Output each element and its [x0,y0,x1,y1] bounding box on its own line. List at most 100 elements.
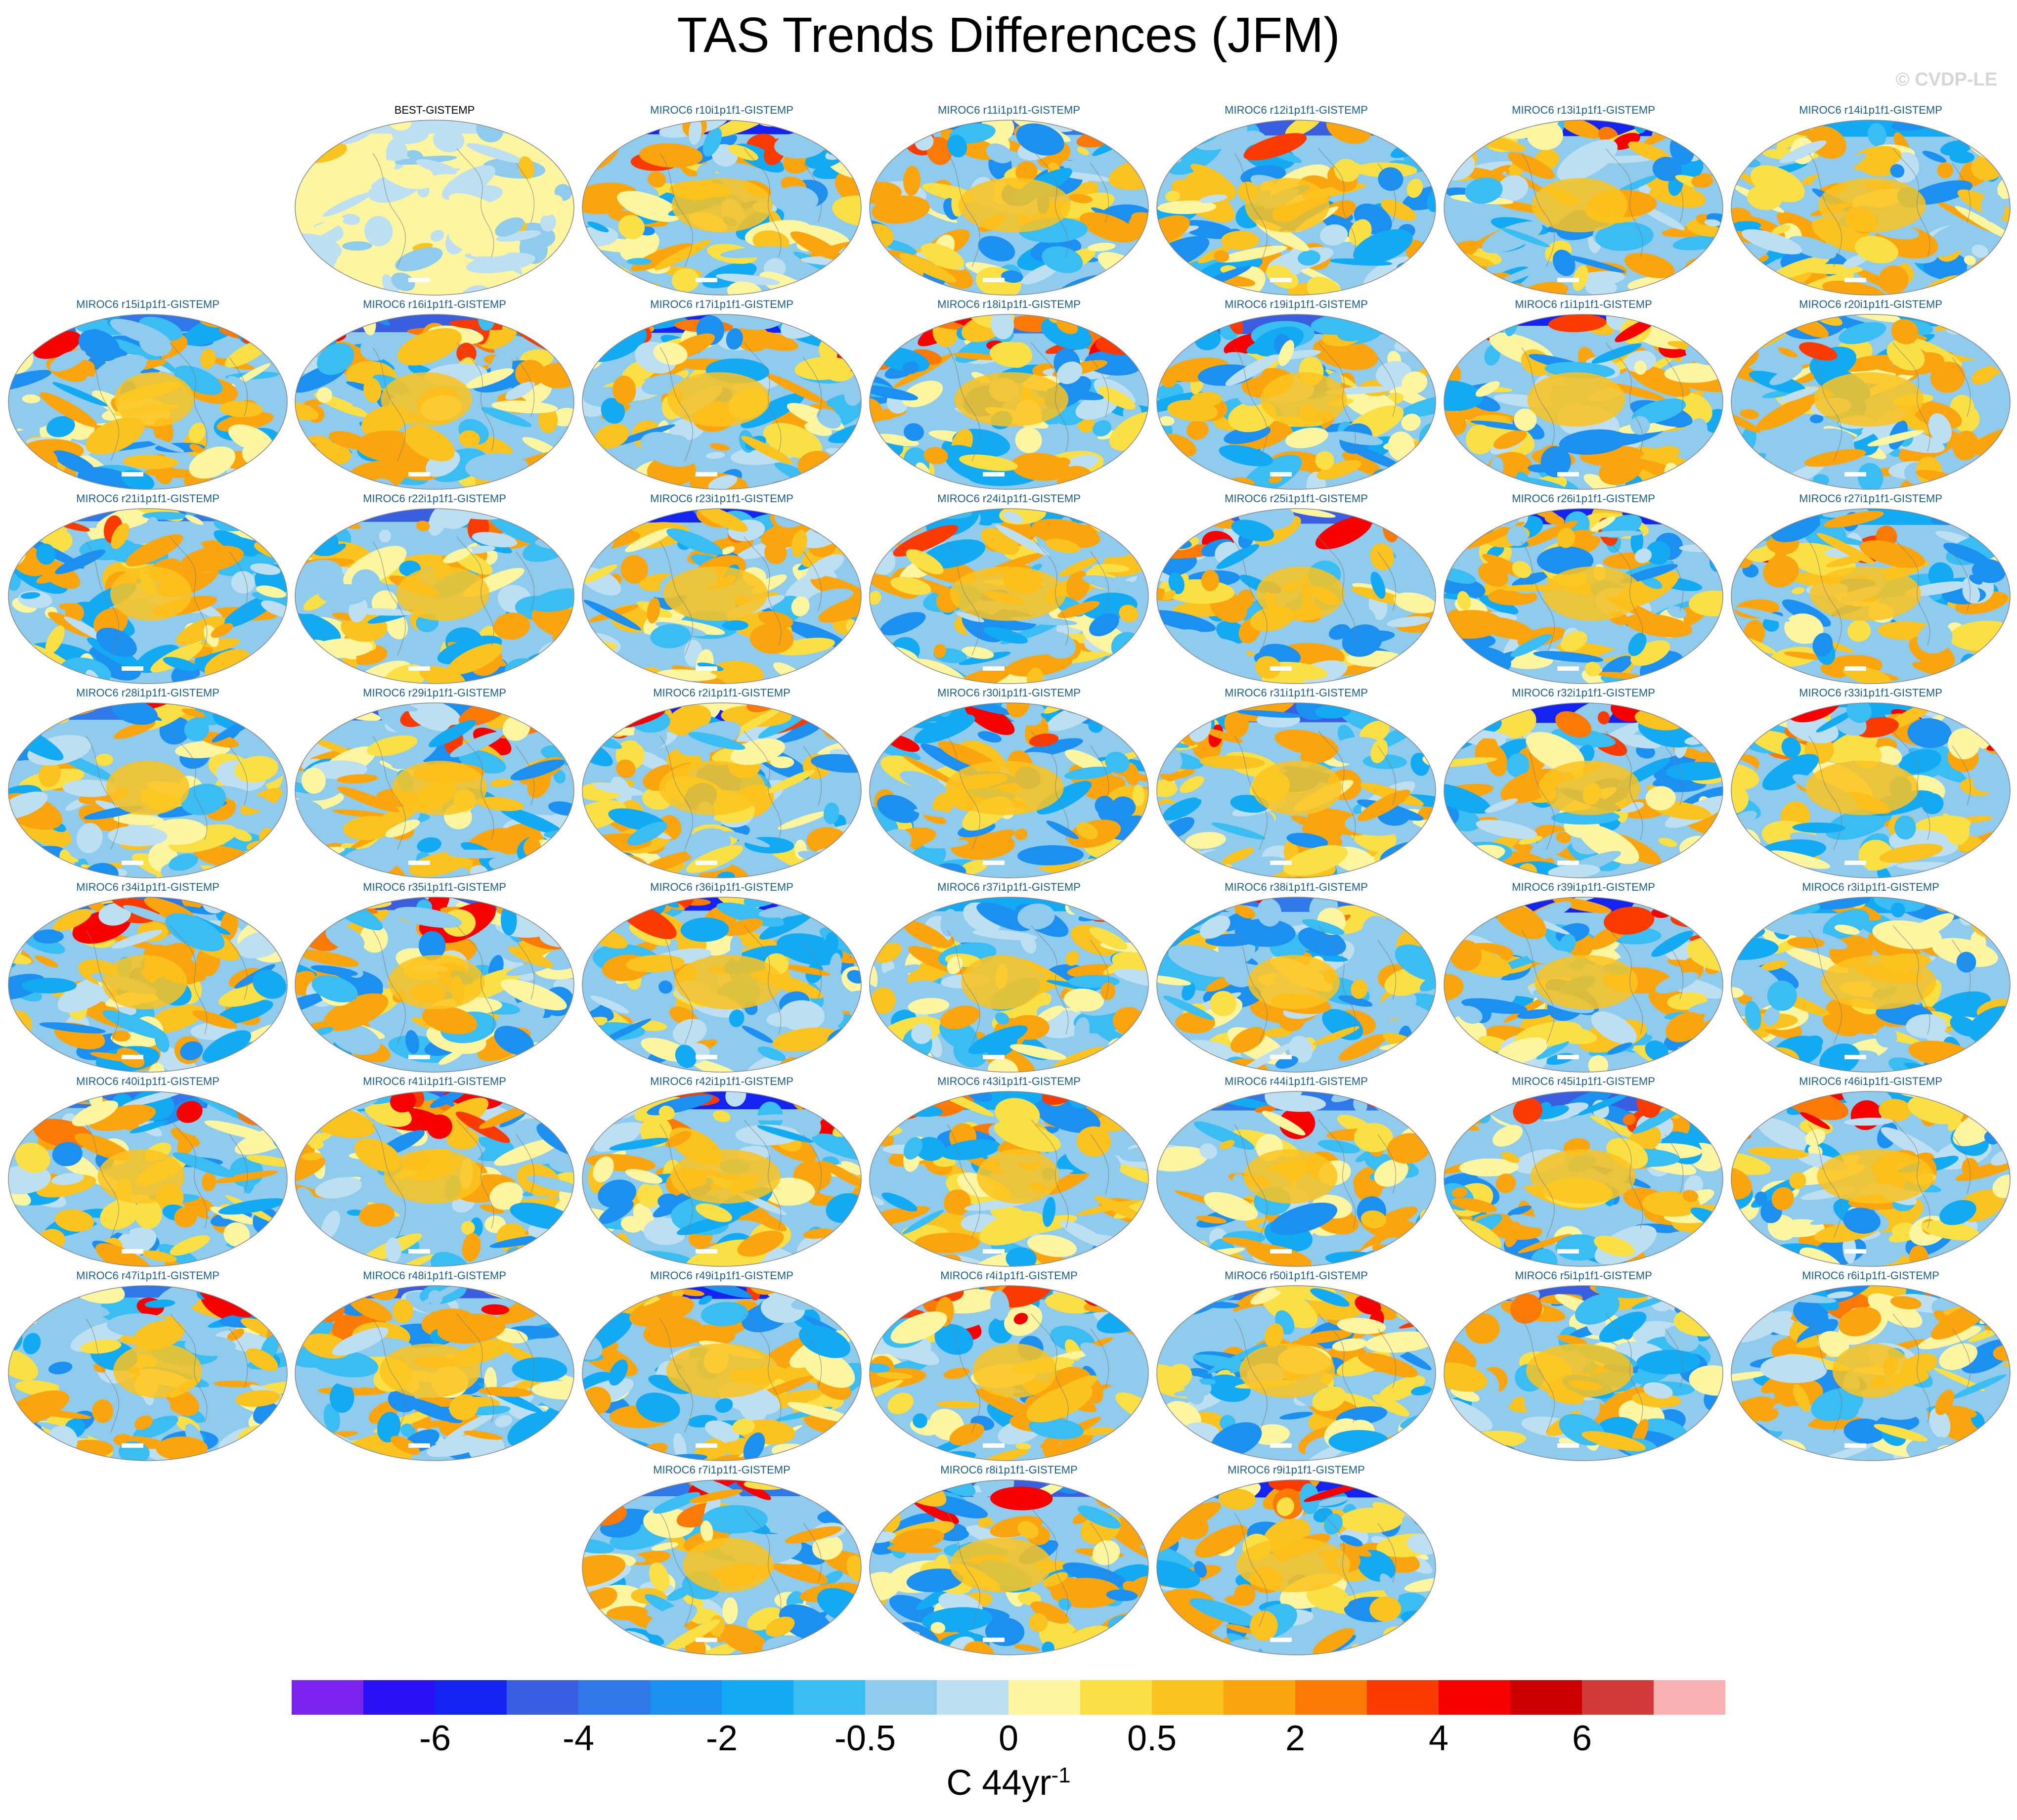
panel-label: MIROC6 r10i1p1f1-GISTEMP [650,104,793,116]
panel-label: MIROC6 r8i1p1f1-GISTEMP [940,1464,1078,1476]
trend-map [8,1091,288,1267]
panel-label: MIROC6 r27i1p1f1-GISTEMP [1799,492,1942,505]
colorbar-swatch [435,1680,507,1715]
map-panel: MIROC6 r9i1p1f1-GISTEMP [1155,1464,1437,1656]
panel-label: MIROC6 r1i1p1f1-GISTEMP [1515,298,1652,310]
colorbar-tick: 0 [998,1719,1019,1758]
trend-map [1156,508,1436,684]
panel-label: MIROC6 r18i1p1f1-GISTEMP [937,298,1081,310]
trend-map [582,1091,862,1267]
map-panel: MIROC6 r16i1p1f1-GISTEMP [294,298,575,491]
map-panel: MIROC6 r2i1p1f1-GISTEMP [581,687,863,879]
map-panel: MIROC6 r41i1p1f1-GISTEMP [294,1075,575,1268]
panel-label: MIROC6 r12i1p1f1-GISTEMP [1225,104,1368,116]
trend-map [1731,702,2011,878]
panel-label: MIROC6 r4i1p1f1-GISTEMP [940,1269,1078,1282]
trend-map [1444,1091,1723,1267]
map-panel: MIROC6 r17i1p1f1-GISTEMP [581,298,863,491]
trend-map [1444,1285,1723,1461]
panel-label: MIROC6 r29i1p1f1-GISTEMP [363,687,506,699]
trend-map [1444,120,1723,296]
map-panel: MIROC6 r42i1p1f1-GISTEMP [581,1075,863,1268]
colorbar-swatch [1152,1680,1224,1715]
panel-label: MIROC6 r31i1p1f1-GISTEMP [1225,687,1368,699]
colorbar-swatch [1439,1680,1511,1715]
panel-label: MIROC6 r13i1p1f1-GISTEMP [1512,104,1655,116]
trend-map [1731,1091,2011,1267]
map-panel: MIROC6 r22i1p1f1-GISTEMP [294,492,575,685]
map-panel: MIROC6 r33i1p1f1-GISTEMP [1730,687,2012,879]
map-panel: MIROC6 r12i1p1f1-GISTEMP [1155,104,1437,297]
colorbar [292,1680,1725,1715]
panel-label: MIROC6 r35i1p1f1-GISTEMP [363,881,506,893]
map-panel: MIROC6 r14i1p1f1-GISTEMP [1730,104,2012,297]
colorbar-swatch [937,1680,1009,1715]
colorbar-swatch [1080,1680,1152,1715]
panel-label: MIROC6 r26i1p1f1-GISTEMP [1512,492,1655,505]
trend-map [1156,120,1436,296]
trend-map [1731,508,2011,684]
panel-label: MIROC6 r22i1p1f1-GISTEMP [363,492,506,505]
trend-map [869,702,1149,878]
colorbar-tick: 2 [1285,1719,1306,1758]
panel-label: MIROC6 r44i1p1f1-GISTEMP [1225,1075,1368,1087]
map-panel: MIROC6 r19i1p1f1-GISTEMP [1155,298,1437,491]
units-base: C 44yr [946,1763,1052,1803]
map-panel: MIROC6 r1i1p1f1-GISTEMP [1443,298,1724,491]
colorbar-swatch [865,1680,937,1715]
trend-map [295,314,574,490]
colorbar-swatch [1582,1680,1654,1715]
colorbar-swatch [578,1680,651,1715]
panel-label: MIROC6 r39i1p1f1-GISTEMP [1512,881,1655,893]
trend-map [582,1285,862,1461]
panel-label: MIROC6 r5i1p1f1-GISTEMP [1515,1269,1652,1282]
trend-map [1731,120,2011,296]
map-panel: MIROC6 r45i1p1f1-GISTEMP [1443,1075,1724,1268]
panel-label: MIROC6 r40i1p1f1-GISTEMP [76,1075,219,1087]
panel-label: MIROC6 r38i1p1f1-GISTEMP [1225,881,1368,893]
trend-map [295,1285,574,1461]
trend-map [869,1479,1149,1655]
colorbar-swatch [1224,1680,1296,1715]
colorbar-swatch [793,1680,866,1715]
colorbar-tick: -2 [705,1719,738,1758]
trend-map [1444,702,1723,878]
map-panel: MIROC6 r27i1p1f1-GISTEMP [1730,492,2012,685]
panel-label: MIROC6 r32i1p1f1-GISTEMP [1512,687,1655,699]
trend-map [582,702,862,878]
trend-map [869,1091,1149,1267]
trend-map [582,897,862,1073]
units-exponent: -1 [1051,1763,1071,1787]
colorbar-tick: -4 [562,1719,595,1758]
map-panel: MIROC6 r32i1p1f1-GISTEMP [1443,687,1724,879]
panel-label: MIROC6 r11i1p1f1-GISTEMP [937,104,1081,116]
colorbar-swatch [363,1680,436,1715]
panel-label: MIROC6 r16i1p1f1-GISTEMP [363,298,506,310]
map-panel: MIROC6 r29i1p1f1-GISTEMP [294,687,575,879]
watermark: © CVDP-LE [1895,69,1997,90]
trend-map [582,314,862,490]
map-panel: MIROC6 r5i1p1f1-GISTEMP [1443,1269,1724,1462]
map-panel: BEST-GISTEMP [294,104,575,297]
colorbar-tick: 6 [1572,1719,1592,1758]
map-panel: MIROC6 r24i1p1f1-GISTEMP [868,492,1150,685]
panel-label: MIROC6 r20i1p1f1-GISTEMP [1799,298,1942,310]
colorbar-swatch [722,1680,794,1715]
map-panel: MIROC6 r34i1p1f1-GISTEMP [7,881,289,1074]
panel-label: MIROC6 r24i1p1f1-GISTEMP [937,492,1081,505]
trend-map [8,314,288,490]
trend-map [295,120,574,296]
colorbar-swatch [1295,1680,1367,1715]
panel-label: MIROC6 r14i1p1f1-GISTEMP [1799,104,1942,116]
trend-map [295,897,574,1073]
colorbar-swatch [292,1680,364,1715]
map-panel: MIROC6 r40i1p1f1-GISTEMP [7,1075,289,1268]
map-panel: MIROC6 r49i1p1f1-GISTEMP [581,1269,863,1462]
map-panel: MIROC6 r3i1p1f1-GISTEMP [1730,881,2012,1074]
map-panel: MIROC6 r10i1p1f1-GISTEMP [581,104,863,297]
map-panel: MIROC6 r43i1p1f1-GISTEMP [868,1075,1150,1268]
panel-label: MIROC6 r9i1p1f1-GISTEMP [1228,1464,1365,1476]
map-panel: MIROC6 r8i1p1f1-GISTEMP [868,1464,1150,1656]
map-panel: MIROC6 r47i1p1f1-GISTEMP [7,1269,289,1462]
panel-label: MIROC6 r33i1p1f1-GISTEMP [1799,687,1942,699]
